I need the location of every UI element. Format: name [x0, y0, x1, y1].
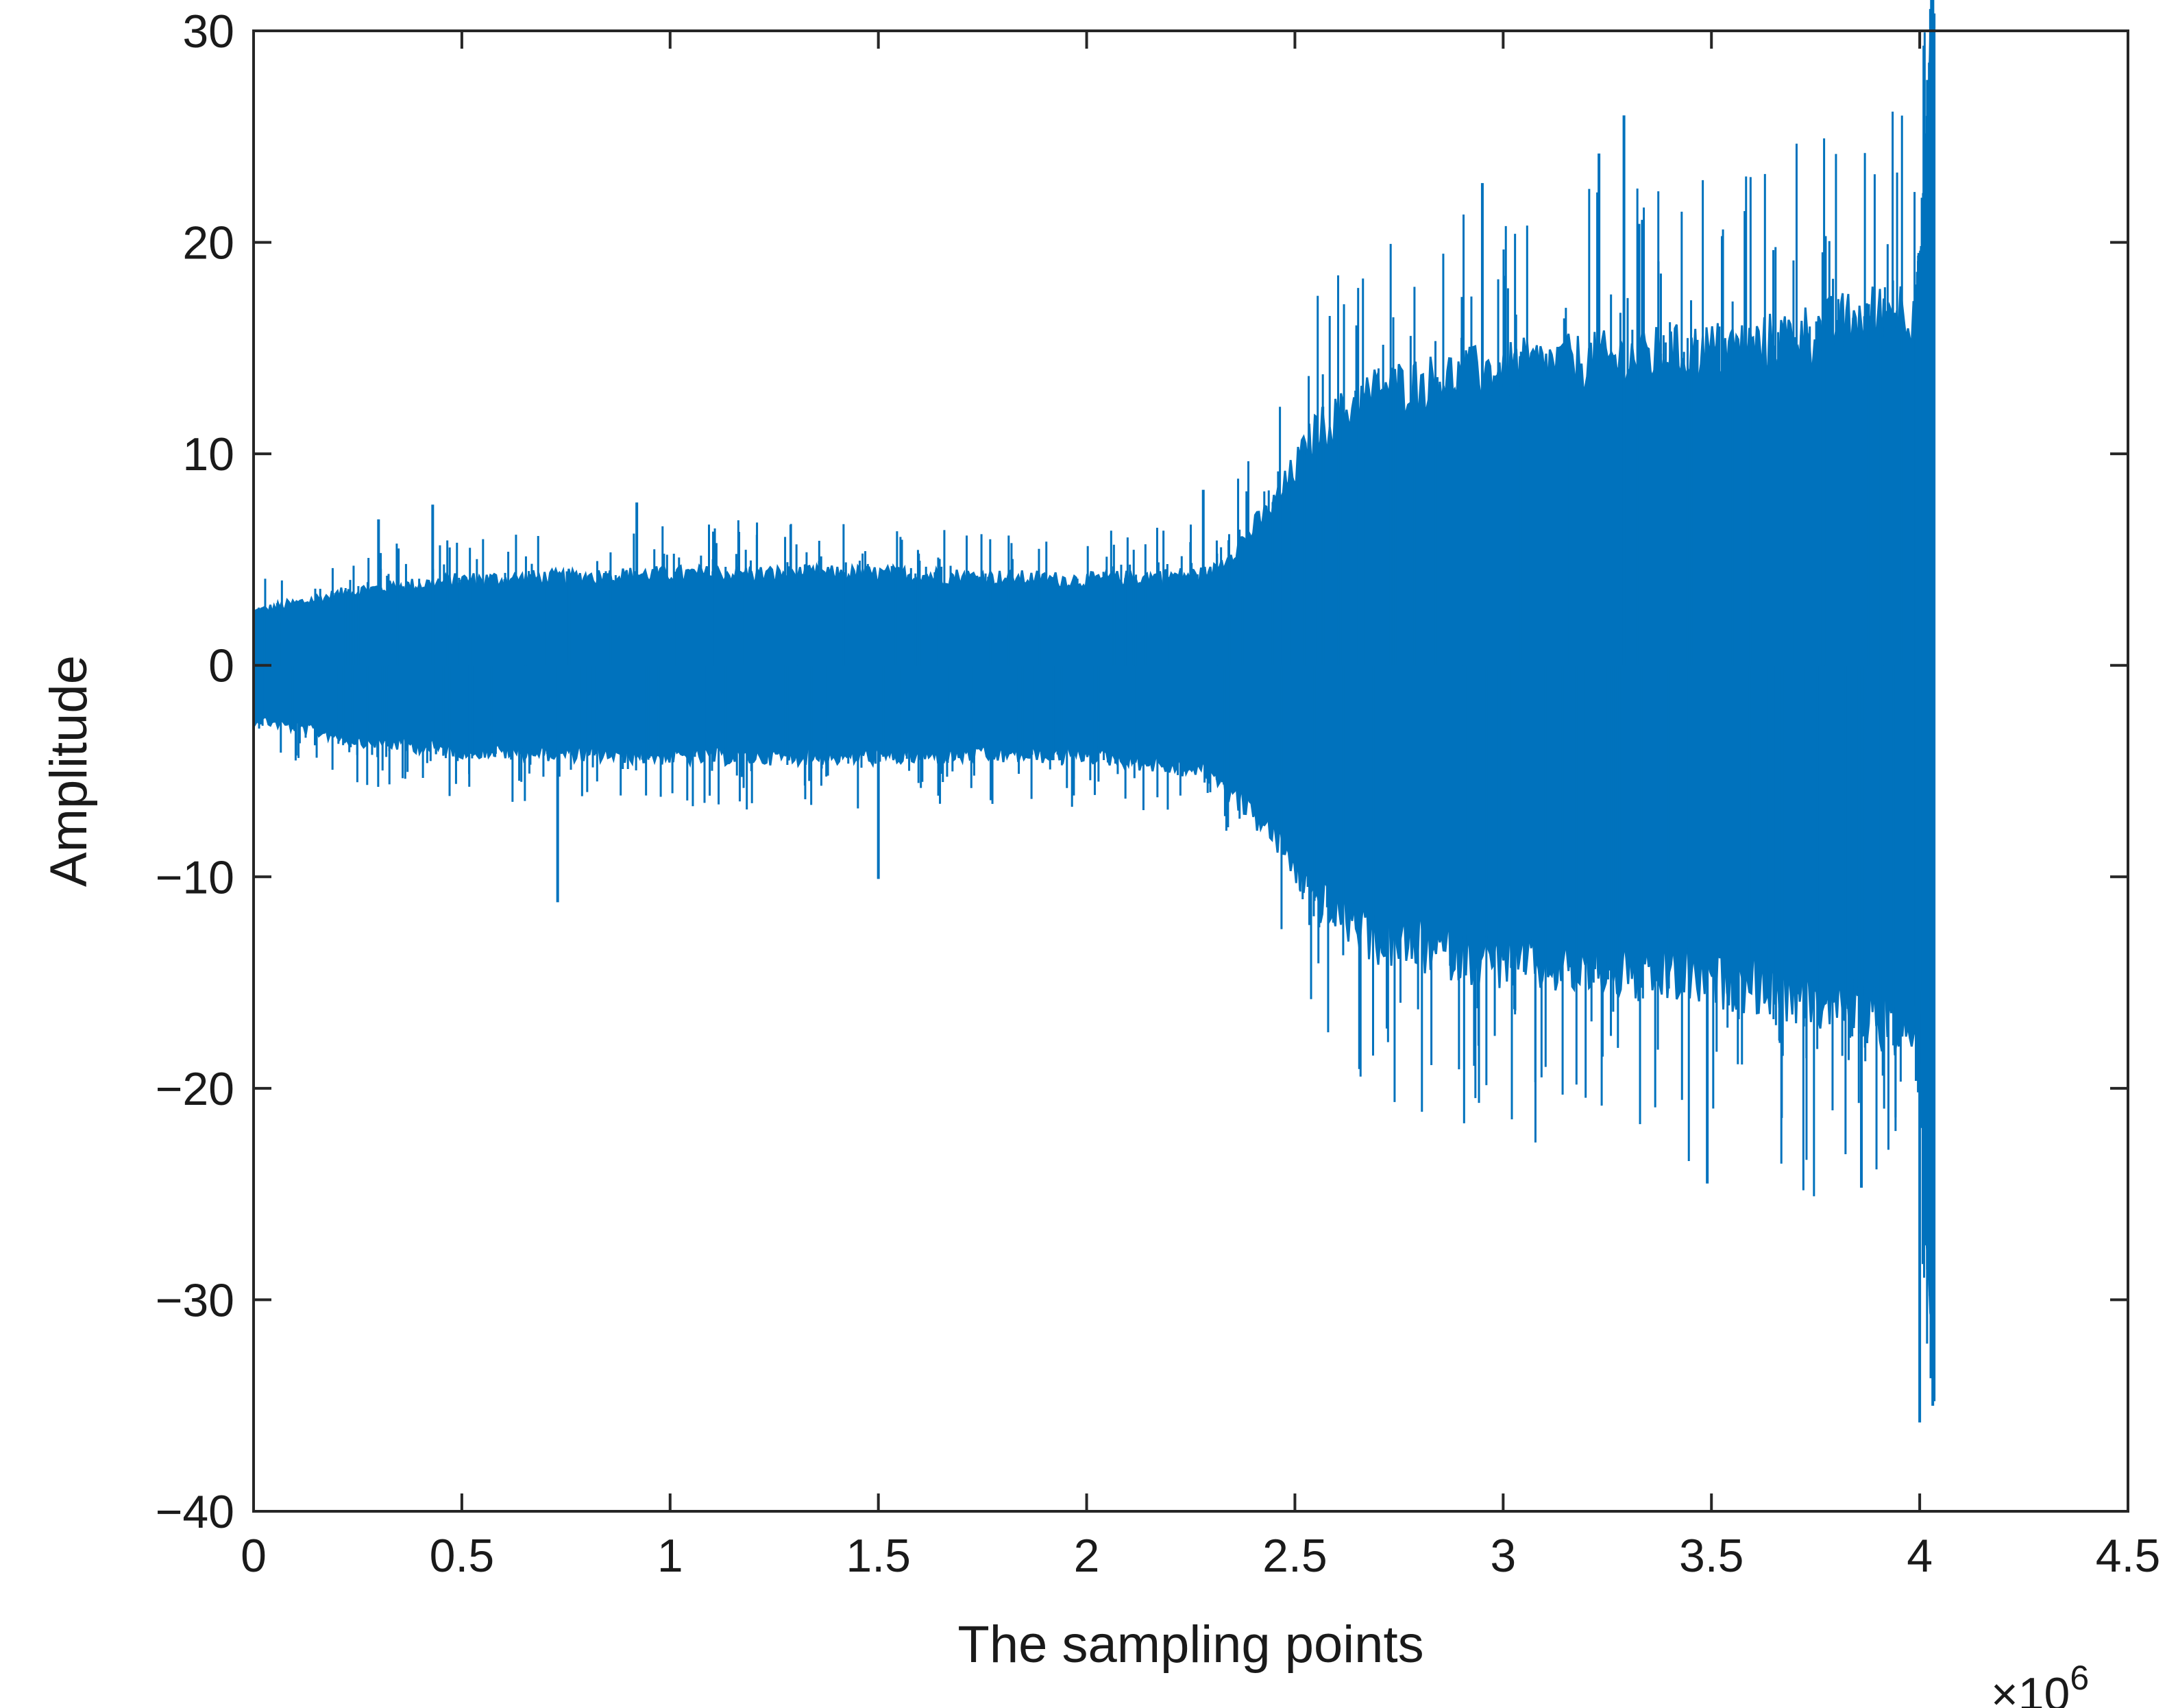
- y-tick-label: 20: [182, 217, 234, 269]
- x-tick-label: 4: [1907, 1530, 1933, 1582]
- x-tick-label: 3: [1490, 1530, 1516, 1582]
- y-axis: 30 20 10 0 −10 −20 −30 −40: [156, 5, 2128, 1538]
- y-tick-label: −10: [156, 851, 234, 903]
- x-axis-label: The sampling points: [957, 1615, 1423, 1674]
- signal-band: [252, 33, 1933, 1313]
- y-tick-label: −30: [156, 1274, 234, 1326]
- x-axis: 0 0.5 1 1.5 2 2.5 3 3.5 4 4.5: [241, 31, 2160, 1582]
- signal-envelope: [252, 33, 1933, 1313]
- x-tick-label: 3.5: [1679, 1530, 1744, 1582]
- x-tick-label: 2: [1074, 1530, 1100, 1582]
- y-tick-label: 10: [182, 428, 234, 480]
- x-tick-label: 0.5: [430, 1530, 495, 1582]
- y-tick-label: 0: [208, 640, 234, 692]
- y-tick-label: −40: [156, 1486, 234, 1538]
- axes-box: [252, 29, 2129, 1513]
- y-axis-label: Amplitude: [40, 655, 98, 887]
- x-tick-label: 0: [241, 1530, 267, 1582]
- x-tick-label: 2.5: [1262, 1530, 1327, 1582]
- x-axis-exponent-power: 6: [2070, 1659, 2089, 1697]
- x-tick-label: 1.5: [846, 1530, 911, 1582]
- x-tick-label: 4.5: [2096, 1530, 2161, 1582]
- signal-spikes: [252, 0, 1936, 1423]
- x-axis-exponent-base: ×10: [1991, 1668, 2070, 1708]
- y-tick-label: 30: [182, 5, 234, 58]
- x-axis-exponent: ×106: [1991, 1659, 2089, 1708]
- x-tick-label: 1: [657, 1530, 683, 1582]
- y-tick-label: −20: [156, 1063, 234, 1115]
